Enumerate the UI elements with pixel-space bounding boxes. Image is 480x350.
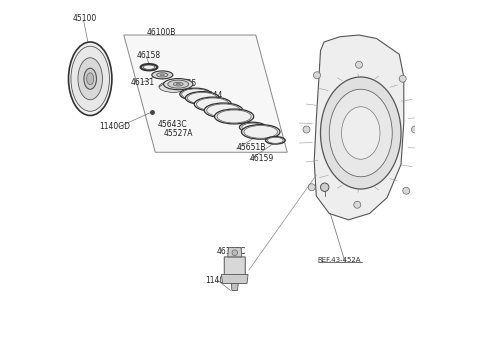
Ellipse shape	[156, 73, 168, 77]
Text: 45100: 45100	[72, 14, 97, 23]
Ellipse shape	[194, 97, 231, 111]
Ellipse shape	[71, 46, 109, 111]
Ellipse shape	[265, 136, 285, 144]
Ellipse shape	[176, 83, 180, 85]
Text: 45644: 45644	[199, 91, 223, 100]
Ellipse shape	[354, 201, 361, 208]
Text: REF.43-452A: REF.43-452A	[318, 257, 361, 263]
Ellipse shape	[144, 65, 155, 69]
Ellipse shape	[267, 137, 283, 144]
Text: 45577A: 45577A	[224, 112, 254, 121]
Ellipse shape	[308, 184, 315, 191]
Ellipse shape	[173, 82, 183, 86]
Ellipse shape	[217, 110, 251, 123]
Text: 46100B: 46100B	[147, 28, 176, 37]
Ellipse shape	[182, 89, 209, 99]
Text: 46131: 46131	[131, 78, 155, 87]
Text: 46158: 46158	[137, 51, 161, 60]
Ellipse shape	[168, 80, 189, 88]
Polygon shape	[231, 284, 238, 290]
Text: 46155: 46155	[173, 79, 197, 88]
Polygon shape	[228, 247, 242, 257]
Text: 46120C: 46120C	[216, 247, 246, 257]
Text: 1140GD: 1140GD	[99, 122, 130, 131]
Ellipse shape	[411, 126, 419, 133]
Text: 45643C: 45643C	[158, 120, 187, 129]
Ellipse shape	[159, 81, 189, 92]
Ellipse shape	[241, 125, 280, 139]
Ellipse shape	[242, 123, 264, 131]
Text: 11405B: 11405B	[205, 276, 234, 285]
Ellipse shape	[244, 126, 277, 138]
Text: 45651B: 45651B	[237, 143, 266, 152]
Ellipse shape	[313, 72, 321, 79]
Text: 46159: 46159	[250, 154, 274, 163]
Ellipse shape	[78, 58, 102, 100]
Ellipse shape	[303, 126, 310, 133]
Polygon shape	[314, 35, 404, 220]
Ellipse shape	[164, 78, 193, 90]
Ellipse shape	[180, 88, 211, 100]
Ellipse shape	[321, 77, 401, 189]
Ellipse shape	[240, 122, 266, 132]
Ellipse shape	[399, 75, 406, 82]
Ellipse shape	[196, 98, 229, 110]
Ellipse shape	[329, 89, 392, 177]
Ellipse shape	[215, 109, 254, 124]
Polygon shape	[124, 35, 287, 152]
Ellipse shape	[69, 42, 112, 116]
Ellipse shape	[160, 74, 164, 76]
Text: 46159: 46159	[247, 129, 271, 138]
Ellipse shape	[187, 92, 217, 104]
Ellipse shape	[207, 104, 240, 117]
Ellipse shape	[403, 187, 410, 194]
Ellipse shape	[87, 73, 94, 85]
Ellipse shape	[204, 103, 243, 118]
Ellipse shape	[141, 64, 157, 70]
Ellipse shape	[341, 107, 380, 159]
Text: 45527A: 45527A	[164, 129, 193, 138]
Ellipse shape	[84, 68, 96, 89]
Polygon shape	[224, 257, 245, 281]
Ellipse shape	[232, 250, 238, 255]
Ellipse shape	[152, 71, 173, 79]
Polygon shape	[221, 274, 248, 284]
Ellipse shape	[356, 61, 362, 68]
Ellipse shape	[321, 183, 329, 191]
Text: 45681: 45681	[207, 102, 231, 111]
Ellipse shape	[185, 92, 219, 104]
